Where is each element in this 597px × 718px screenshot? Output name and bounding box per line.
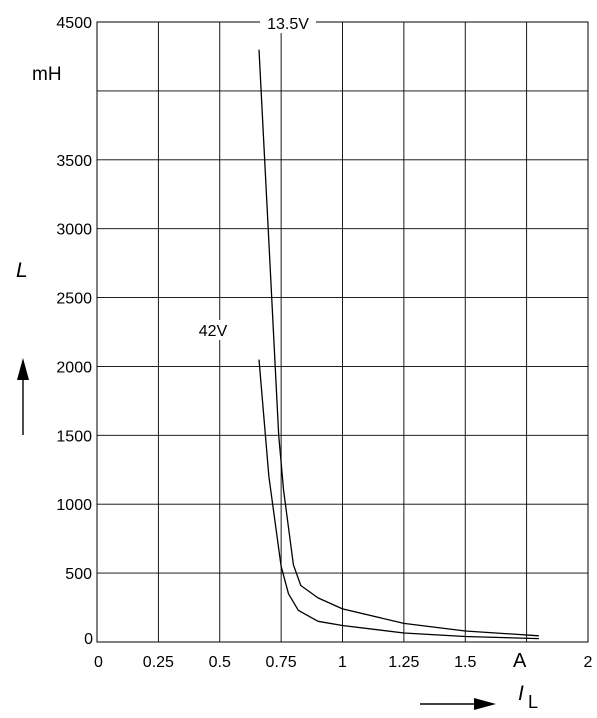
series-line-0 bbox=[258, 49, 539, 637]
x-unit-label: A bbox=[513, 650, 527, 672]
x-axis-label: I bbox=[518, 682, 524, 705]
series-label: 42V bbox=[199, 323, 228, 340]
series-line-1 bbox=[258, 359, 539, 640]
series-label-background bbox=[191, 320, 235, 340]
x-axis-label-subscript: L bbox=[528, 692, 538, 712]
x-axis-arrow bbox=[420, 698, 496, 710]
y-tick-label: 2500 bbox=[56, 291, 92, 308]
x-tick-label: 1.5 bbox=[454, 654, 476, 671]
y-unit-label: mH bbox=[32, 64, 62, 85]
x-tick-label: 0 bbox=[94, 654, 103, 671]
x-tick-label: 1.25 bbox=[388, 654, 419, 671]
x-tick-label: 2 bbox=[584, 654, 593, 671]
y-tick-label: 2000 bbox=[56, 359, 92, 376]
y-tick-label: 4500 bbox=[56, 15, 92, 32]
y-tick-label: 1500 bbox=[56, 428, 92, 445]
y-tick-label: 0 bbox=[84, 631, 93, 648]
series-label: 13.5V bbox=[267, 16, 309, 33]
y-axis-label: L bbox=[16, 259, 28, 282]
x-tick-label: 0.75 bbox=[266, 654, 297, 671]
series-label-background bbox=[260, 13, 316, 33]
y-axis-arrow bbox=[17, 358, 29, 435]
y-tick-label: 3500 bbox=[56, 153, 92, 170]
series-labels: 13.5V 42V bbox=[191, 13, 316, 340]
x-tick-label: 0.25 bbox=[143, 654, 174, 671]
chart-series bbox=[258, 49, 539, 640]
y-tick-label: 1000 bbox=[56, 497, 92, 514]
x-tick-labels: 0 0.25 0.5 0.75 1 1.25 1.5 2 bbox=[94, 654, 593, 671]
x-tick-label: 1 bbox=[338, 654, 347, 671]
x-tick-label: 0.5 bbox=[209, 654, 231, 671]
chart-grid bbox=[96, 21, 589, 643]
y-tick-label: 3000 bbox=[56, 222, 92, 239]
y-tick-label: 500 bbox=[65, 566, 92, 583]
y-tick-labels: 0 500 1000 1500 2000 2500 3000 3500 4500 bbox=[56, 15, 93, 648]
